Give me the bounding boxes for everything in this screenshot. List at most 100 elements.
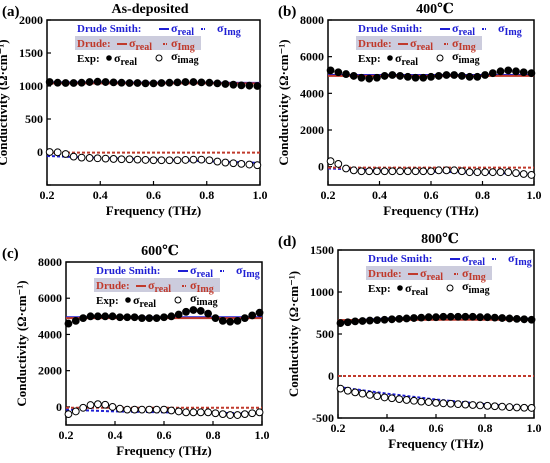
data-point — [173, 156, 182, 165]
data-point — [343, 318, 352, 327]
data-point — [388, 71, 397, 79]
data-point — [93, 154, 102, 163]
data-point — [93, 77, 102, 86]
legend-drude-smith-label: Drude Smith: — [368, 253, 432, 265]
data-point — [133, 79, 142, 87]
x-tick-label: 0.2 — [321, 188, 336, 202]
data-point — [512, 169, 520, 177]
x-tick-label: 1.0 — [255, 428, 270, 442]
y-tick-label: 8000 — [300, 13, 324, 27]
data-point — [403, 72, 412, 81]
data-point — [439, 399, 448, 408]
data-point — [473, 72, 482, 81]
y-tick-label: -500 — [312, 411, 334, 425]
data-point — [205, 156, 214, 165]
data-point — [519, 170, 528, 178]
data-point — [116, 313, 124, 322]
x-tick-label: 0.8 — [199, 188, 214, 202]
y-tick-label: 2000 — [38, 364, 62, 378]
data-point — [395, 395, 404, 404]
data-point — [483, 401, 492, 410]
y-tick-label: 6000 — [38, 291, 62, 305]
legend-exp-label: Exp: — [96, 295, 119, 307]
data-point — [189, 408, 198, 417]
data-point — [233, 316, 242, 325]
data-point — [221, 80, 230, 88]
data-point — [221, 158, 230, 167]
panel-title: As-deposited — [111, 2, 188, 17]
data-point — [465, 168, 474, 177]
data-point — [461, 312, 470, 321]
y-axis-label: Conductivity (Ω·cm⁻¹) — [14, 280, 29, 406]
legend-sigma-real: σreal — [462, 251, 485, 268]
y-tick-label: 8000 — [38, 255, 62, 269]
data-point — [237, 81, 246, 90]
legend-drude-label: Drude: — [358, 38, 392, 50]
data-point — [130, 405, 139, 414]
data-point — [357, 73, 366, 82]
legend-sigma-real: σreal — [420, 266, 443, 283]
data-point — [417, 397, 426, 406]
data-point — [64, 319, 73, 328]
data-point — [442, 71, 451, 79]
data-point — [520, 315, 529, 324]
data-point — [490, 402, 499, 411]
data-point — [334, 160, 343, 168]
data-point — [388, 394, 396, 403]
legend-sigma-real: σreal — [129, 36, 152, 53]
data-point — [245, 160, 254, 169]
x-axis-label: Frequency (THz) — [383, 203, 478, 218]
legend-marker — [174, 296, 182, 304]
legend-sigma-real: σreal — [133, 293, 156, 310]
y-tick-label: 4000 — [300, 86, 324, 100]
data-point — [365, 74, 374, 83]
data-point — [196, 408, 205, 417]
data-point — [109, 155, 118, 163]
data-point — [417, 313, 426, 322]
data-point — [86, 312, 95, 321]
data-point — [373, 167, 381, 176]
data-point — [395, 314, 404, 323]
data-point — [233, 411, 242, 419]
data-point — [358, 317, 367, 325]
data-point — [93, 400, 102, 409]
data-point — [342, 70, 350, 78]
data-point — [117, 78, 126, 87]
data-point — [245, 81, 254, 90]
data-point — [380, 167, 389, 176]
data-point — [326, 157, 335, 166]
data-point — [520, 403, 529, 412]
x-axis-label: Frequency (THz) — [116, 443, 211, 458]
legend-drude-label: Drude: — [368, 268, 402, 280]
data-point — [189, 306, 198, 314]
data-point — [189, 78, 198, 86]
data-point — [419, 73, 428, 82]
data-point — [157, 156, 166, 165]
data-point — [410, 314, 418, 322]
legend-drude-label: Drude: — [96, 280, 130, 292]
y-tick-label: 1000 — [19, 79, 43, 93]
data-point — [465, 72, 474, 81]
legend-sigma-real: σreal — [410, 36, 433, 53]
data-point — [402, 314, 411, 323]
data-point — [434, 166, 443, 175]
x-tick-label: 0.4 — [93, 188, 108, 202]
panel-label: (a) — [2, 4, 20, 20]
data-point — [505, 403, 514, 411]
data-point — [519, 68, 528, 77]
data-point — [145, 405, 154, 414]
data-point — [93, 312, 102, 321]
x-tick-label: 0.6 — [424, 188, 439, 202]
legend-box — [75, 36, 201, 50]
x-tick-label: 0.2 — [331, 421, 346, 435]
data-point — [71, 316, 80, 325]
data-point — [496, 67, 505, 76]
data-point — [211, 314, 220, 323]
chart-panel: (d) 800℃ 0.2 0.4 0.6 0.8 1.0 -500 0 500 1000 1500 Fr… — [278, 232, 542, 451]
data-point — [488, 69, 497, 78]
data-point — [197, 78, 206, 87]
data-point — [490, 313, 499, 322]
y-tick-label: 500 — [25, 112, 43, 126]
data-point — [454, 312, 462, 321]
